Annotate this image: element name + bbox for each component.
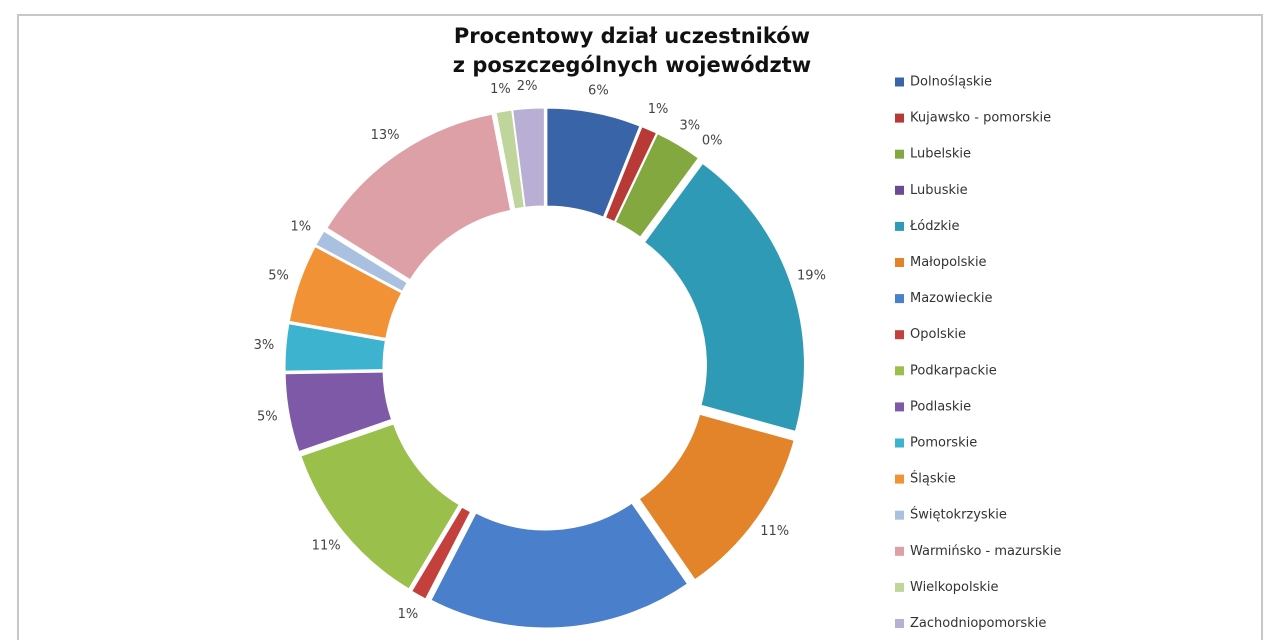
slice (315, 230, 408, 292)
slice (430, 502, 689, 629)
slice (288, 245, 403, 339)
legend-swatch (895, 221, 904, 231)
legend-label: Podlaskie (910, 399, 971, 414)
data-label: 1% (398, 607, 419, 622)
legend-label: Małopolskie (910, 255, 987, 270)
frame (17, 14, 1263, 640)
legend-swatch (895, 510, 904, 520)
legend-swatch (895, 77, 904, 87)
data-label: 11% (760, 524, 789, 539)
legend-label: Dolnośląskie (910, 75, 992, 90)
slice (546, 107, 641, 218)
data-label: 2% (517, 79, 538, 94)
slice (300, 423, 460, 590)
legend-label: Śląskie (910, 471, 956, 487)
legend-swatch (895, 619, 904, 628)
legend-label: Wielkopolskie (910, 580, 999, 595)
legend-swatch (895, 366, 904, 376)
legend-swatch (895, 474, 904, 484)
data-label: 5% (268, 268, 289, 283)
legend-swatch (895, 330, 904, 340)
data-label: 1% (290, 220, 311, 235)
data-label: 0% (702, 133, 723, 148)
data-label: 1% (490, 82, 511, 97)
legend-label: Łódzkie (909, 219, 959, 234)
legend-swatch (895, 294, 904, 304)
data-label: 11% (312, 538, 341, 553)
legend-label: Pomorskie (910, 436, 977, 451)
data-label: 6% (588, 84, 609, 99)
legend-label: Podkarpackie (910, 363, 997, 378)
data-label: 3% (680, 119, 701, 134)
data-label: 19% (797, 268, 826, 283)
data-label: 5% (257, 409, 278, 424)
chart-title: z poszczególnych województw (453, 53, 811, 77)
legend-label: Świętokrzyskie (910, 507, 1007, 523)
legend-swatch (895, 113, 904, 123)
legend-swatch (895, 402, 904, 412)
legend-label: Warmińsko - mazurskie (910, 544, 1061, 559)
chart-title: Procentowy dział uczestników (454, 24, 810, 48)
legend-label: Lubuskie (910, 183, 968, 198)
slice (326, 113, 512, 281)
data-label: 13% (371, 128, 400, 143)
legend-label: Lubelskie (910, 147, 971, 162)
legend-label: Mazowieckie (910, 291, 993, 306)
data-label: 3% (254, 338, 275, 353)
legend-label: Kujawsko - pomorskie (910, 111, 1051, 126)
slice (604, 126, 658, 223)
slice (638, 413, 795, 581)
legend-label: Zachodniopomorskie (910, 616, 1046, 631)
data-label: 1% (648, 102, 669, 117)
legend-swatch (895, 546, 904, 556)
legend-swatch (895, 149, 904, 159)
slice (512, 107, 545, 208)
slice (614, 133, 700, 238)
slice (643, 162, 805, 432)
slice (284, 323, 386, 372)
legend-swatch (895, 438, 904, 448)
slice (284, 371, 393, 453)
legend-label: Opolskie (910, 327, 966, 342)
slice (411, 506, 472, 600)
legend-swatch (895, 185, 904, 195)
slice (495, 109, 525, 210)
legend-swatch (895, 582, 904, 592)
slice (640, 158, 700, 238)
legend-swatch (895, 258, 904, 267)
